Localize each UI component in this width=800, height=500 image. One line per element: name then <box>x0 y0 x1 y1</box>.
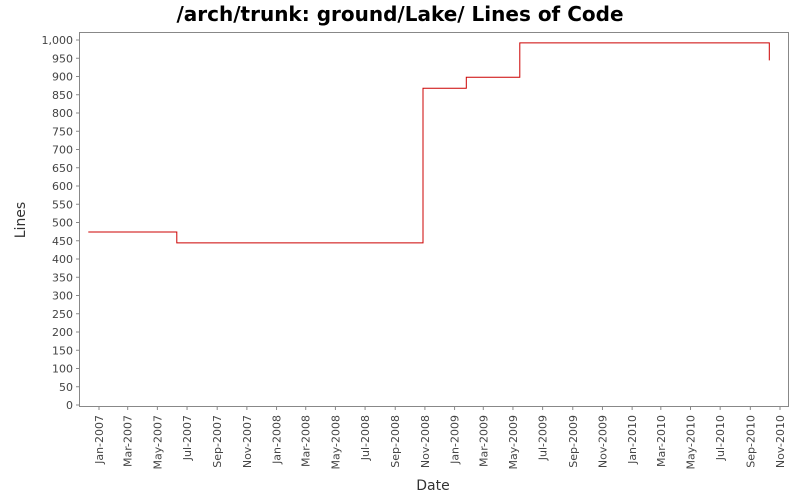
series-layer <box>88 42 770 244</box>
x-tick-label: Sep-2007 <box>211 415 224 468</box>
x-tick-label: Jan-2010 <box>626 415 639 465</box>
x-axis: Jan-2007 Mar-2007 May-2007 Jul-2007 Sep-2007… <box>93 406 787 470</box>
y-tick-label: 300 <box>52 290 73 303</box>
y-tick-label: 750 <box>52 125 73 138</box>
x-tick-label: Sep-2010 <box>744 415 757 468</box>
y-tick-label: 850 <box>52 89 73 102</box>
x-tick-label: Nov-2007 <box>241 415 254 468</box>
x-tick-label: Nov-2010 <box>774 415 787 468</box>
x-tick-label: Mar-2007 <box>122 415 135 467</box>
y-tick-label: 100 <box>52 363 73 376</box>
y-axis-title: Lines <box>13 202 29 238</box>
x-tick-label: May-2010 <box>684 415 697 470</box>
x-tick-label: Sep-2008 <box>389 415 402 468</box>
plot-area <box>79 32 789 407</box>
y-tick-label: 550 <box>52 198 73 211</box>
y-tick-label: 950 <box>52 52 73 65</box>
y-axis: 0 50 100 150 200 250 300 350 400 450 500 550 600 650 7… <box>42 34 80 412</box>
x-tick-label: Jul-2008 <box>359 415 372 461</box>
series-line <box>88 42 770 244</box>
x-tick-label: May-2008 <box>329 415 342 470</box>
x-axis-title: Date <box>416 478 449 494</box>
y-tick-label: 400 <box>52 253 73 266</box>
x-tick-label: Mar-2008 <box>300 415 313 467</box>
x-tick-label: Jul-2009 <box>537 415 550 461</box>
x-tick-label: Mar-2010 <box>655 415 668 467</box>
y-tick-label: 200 <box>52 326 73 339</box>
y-tick-label: 50 <box>59 381 73 394</box>
y-tick-label: 250 <box>52 308 73 321</box>
y-tick-label: 350 <box>52 271 73 284</box>
y-tick-label: 1,000 <box>42 34 74 47</box>
y-tick-label: 450 <box>52 235 73 248</box>
x-tick-label: Nov-2008 <box>419 415 432 468</box>
y-tick-label: 0 <box>66 399 73 412</box>
x-tick-label: Jan-2009 <box>449 415 462 465</box>
x-tick-label: Sep-2009 <box>567 415 580 468</box>
x-tick-label: May-2009 <box>507 415 520 470</box>
y-tick-label: 500 <box>52 217 73 230</box>
x-tick-label: Mar-2009 <box>477 415 490 467</box>
y-tick-label: 900 <box>52 71 73 84</box>
x-tick-label: Jan-2007 <box>93 415 106 465</box>
y-tick-label: 600 <box>52 180 73 193</box>
x-tick-label: Jul-2007 <box>181 415 194 461</box>
x-tick-label: Jan-2008 <box>271 415 284 465</box>
y-tick-label: 800 <box>52 107 73 120</box>
y-tick-label: 650 <box>52 162 73 175</box>
x-tick-label: Jul-2010 <box>714 415 727 461</box>
y-tick-label: 700 <box>52 144 73 157</box>
x-tick-label: May-2007 <box>151 415 164 470</box>
x-tick-label: Nov-2009 <box>596 415 609 468</box>
y-tick-label: 150 <box>52 344 73 357</box>
chart-title: /arch/trunk: ground/Lake/ Lines of Code <box>176 2 624 26</box>
